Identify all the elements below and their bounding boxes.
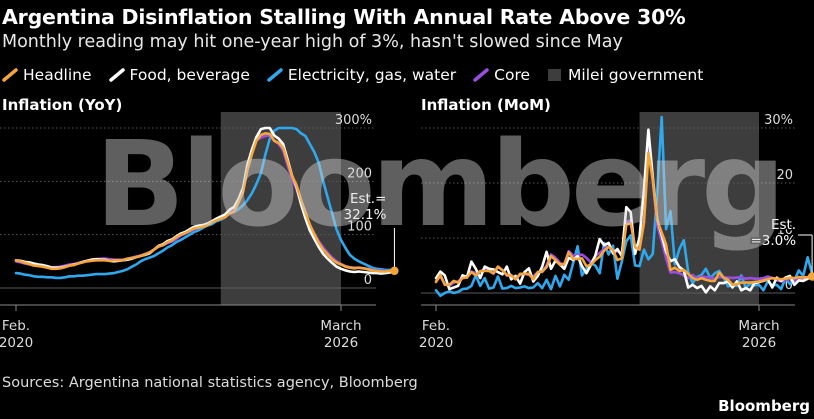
legend-swatch-electricity: [267, 68, 283, 82]
annotation-text-1: 32.1%: [344, 207, 387, 223]
series-end-marker-headline: [807, 272, 814, 281]
legend-swatch-line: [2, 68, 18, 82]
legend-swatch-food-beverage: [108, 68, 125, 82]
legend-swatch-milei-government: [548, 69, 562, 81]
series-line-electricity-gas-water: [434, 115, 814, 298]
panel-title-mom: Inflation (MoM): [421, 96, 551, 114]
x-tick-label-1-0: March: [320, 318, 361, 334]
source-note: Sources: Argentina national statistics a…: [2, 375, 418, 391]
series-line-headline: [434, 151, 814, 287]
legend-swatch-line: [473, 68, 489, 82]
bloomberg-logo: Bloomberg: [718, 397, 810, 415]
y-tick-label-10: 10: [776, 223, 793, 238]
legend-item-core: Core: [473, 66, 530, 84]
y-tick-label-200: 200: [347, 166, 372, 181]
legend-label-core: Core: [494, 66, 531, 84]
series-line-headline: [14, 132, 396, 273]
legend-swatch-headline: [2, 68, 18, 82]
legend-swatch-line: [108, 68, 125, 82]
x-tick-label-1-1: 2026: [324, 335, 358, 351]
y-tick-label-20: 20: [776, 168, 793, 183]
series-line-food-beverage: [434, 128, 814, 294]
legend-label-food-beverage: Food, beverage: [129, 66, 250, 84]
panel-title-yoy: Inflation (YoY): [2, 96, 123, 114]
x-tick-label-0-1: 2020: [419, 335, 453, 351]
chart-subtitle: Monthly reading may hit one-year high of…: [2, 32, 623, 52]
y-tick-label-30: 30%: [764, 113, 793, 128]
legend-swatch-core: [473, 68, 489, 82]
legend-label-milei-government: Milei government: [568, 66, 704, 84]
legend-label-headline: Headline: [23, 66, 92, 84]
series-end-marker-headline: [390, 266, 399, 276]
y-tick-label-0: 0: [364, 273, 372, 288]
legend-item-headline: Headline: [2, 66, 92, 84]
y-tick-label-300: 300%: [335, 113, 372, 128]
x-tick-label-0-0: Feb.: [422, 318, 450, 334]
x-tick-label-0-1: 2020: [0, 335, 33, 351]
x-tick-label-0-0: Feb.: [2, 318, 30, 334]
y-tick-label-100: 100: [347, 220, 372, 235]
legend-item-food-beverage: Food, beverage: [108, 66, 250, 84]
annotation-text-0: Est.=: [350, 191, 386, 207]
y-tick-label-0: 0: [785, 278, 793, 293]
x-tick-label-1-0: March: [738, 318, 779, 334]
x-tick-label-1-1: 2026: [742, 335, 776, 351]
legend-swatch-line: [267, 68, 283, 82]
annotation-text-1: =3.0%: [750, 233, 796, 249]
legend-swatch-box: [548, 69, 562, 81]
legend-item-milei-government: Milei government: [547, 66, 703, 84]
annotation-text-0: Est.: [771, 217, 796, 233]
legend-item-electricity-gas-water: Electricity, gas, water: [267, 66, 456, 84]
chart-title: Argentina Disinflation Stalling With Ann…: [2, 5, 686, 29]
legend: Headline Food, beverage Electricity, gas…: [2, 66, 720, 84]
legend-label-electricity-gas-water: Electricity, gas, water: [287, 66, 457, 84]
